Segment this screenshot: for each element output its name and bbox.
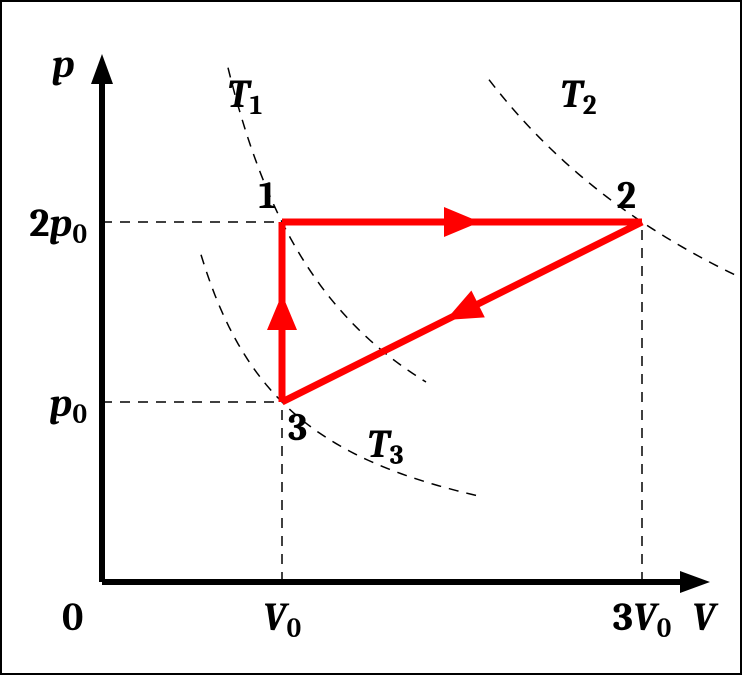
point-3-label: 3 xyxy=(288,406,307,450)
isotherm-T3-label: T3 xyxy=(367,421,404,471)
thermodynamic-cycle xyxy=(267,207,642,402)
dashed-gridlines xyxy=(102,222,642,582)
pv-diagram-svg: pV0p02p0V03V0123T1T2T3 xyxy=(2,2,742,677)
isotherm-T2-label: T2 xyxy=(560,71,596,121)
point-1-label: 1 xyxy=(259,174,276,218)
x-axis-label: V xyxy=(692,594,719,640)
labels-group: pV0p02p0V03V0123T1T2T3 xyxy=(29,41,719,644)
tick-3V0: 3V0 xyxy=(613,594,672,644)
tick-V0: V0 xyxy=(263,594,301,644)
isotherm-T1-label: T1 xyxy=(227,71,262,121)
axes-group xyxy=(91,54,710,593)
pv-diagram-container: pV0p02p0V03V0123T1T2T3 xyxy=(0,0,742,675)
origin-label: 0 xyxy=(62,594,83,640)
tick-p0: p0 xyxy=(50,380,87,430)
y-axis-label: p xyxy=(52,41,75,87)
point-2-label: 2 xyxy=(617,174,636,218)
tick-2p0: 2p0 xyxy=(29,200,87,250)
